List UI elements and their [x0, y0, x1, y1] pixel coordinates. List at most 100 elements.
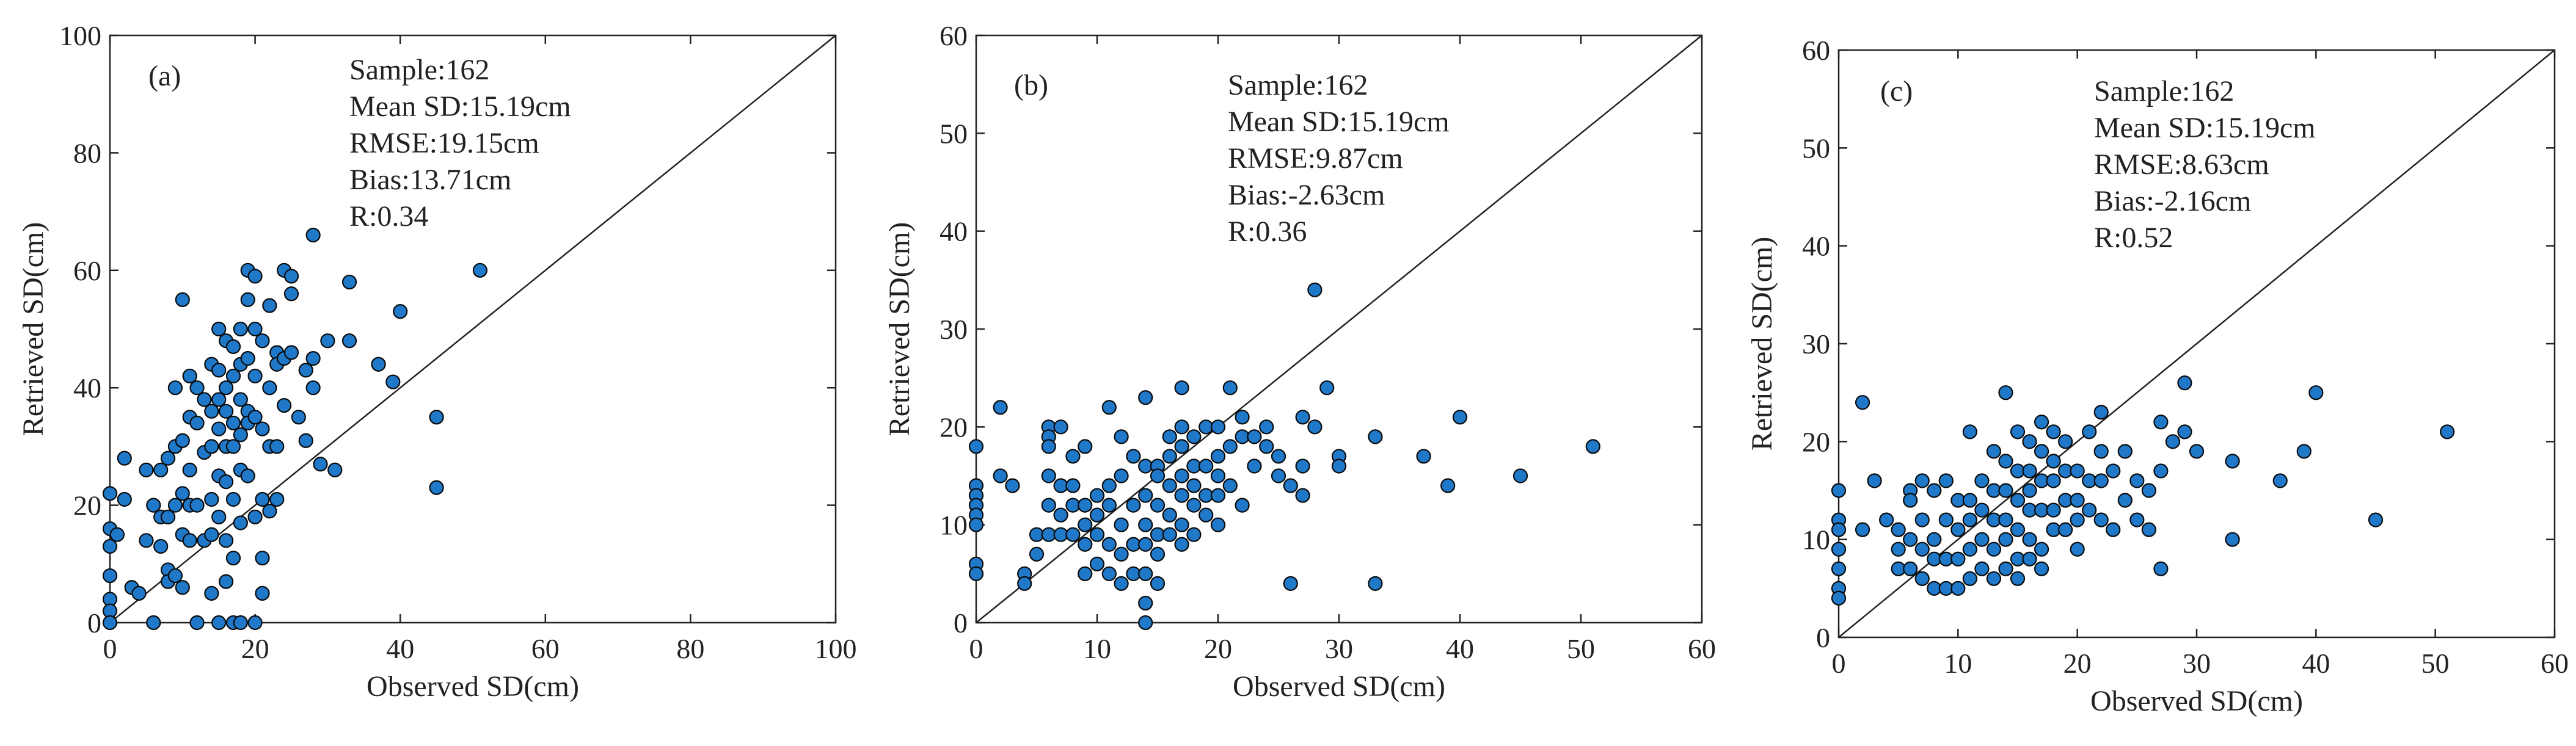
data-point	[139, 533, 154, 548]
data-point	[1138, 517, 1153, 532]
data-point	[269, 491, 285, 507]
stats-annotation-line: Mean SD:15.19cm	[2094, 112, 2316, 144]
data-point	[1998, 385, 2013, 400]
stats-annotation-line: Mean SD:15.19cm	[1228, 106, 1450, 138]
data-point	[233, 615, 248, 631]
data-point	[1150, 546, 1166, 562]
x-tick-label: 0	[103, 633, 117, 664]
data-point	[1927, 483, 1942, 498]
x-tick-label: 60	[2541, 648, 2569, 679]
data-point	[1199, 488, 1214, 503]
data-point	[204, 585, 219, 601]
data-point	[1891, 522, 1906, 537]
data-point	[175, 580, 190, 595]
data-point	[2058, 522, 2073, 537]
data-point	[1247, 429, 1262, 444]
data-point	[1235, 410, 1250, 425]
data-point	[1831, 483, 1847, 498]
data-point	[298, 363, 313, 378]
data-point	[2034, 541, 2049, 557]
data-point	[2117, 493, 2133, 508]
y-tick-label: 40	[940, 216, 968, 247]
data-point	[247, 509, 263, 524]
data-point	[218, 574, 234, 589]
data-point	[1831, 561, 1847, 576]
data-point	[1831, 590, 1847, 606]
data-point	[1295, 488, 1310, 503]
data-point	[1962, 424, 1977, 440]
y-axis-label: Retrieved SD(cm)	[1746, 237, 1778, 451]
data-point	[2010, 424, 2026, 440]
data-point	[1017, 576, 1032, 591]
y-tick-label: 20	[940, 411, 968, 443]
data-point	[968, 517, 984, 532]
data-point	[2368, 512, 2384, 527]
data-point	[1986, 541, 2002, 557]
data-point	[225, 551, 241, 566]
scatter-panel-b: 0 10 20 30 40 50 60 0 10 20 30 40 50 60 Observed SD(cm…	[883, 20, 1716, 703]
data-point	[204, 491, 219, 507]
data-point	[167, 568, 183, 584]
data-point	[429, 410, 444, 425]
data-point	[102, 615, 118, 631]
data-point	[1101, 566, 1117, 581]
data-point	[1101, 400, 1117, 415]
data-point	[1126, 498, 1141, 513]
data-point	[2010, 571, 2026, 586]
stats-annotation-line: R:0.34	[349, 200, 428, 233]
data-point	[1138, 488, 1153, 503]
data-point	[1186, 498, 1202, 513]
x-tick-label: 50	[1567, 633, 1595, 664]
plot-frame	[109, 34, 837, 624]
data-point	[1114, 576, 1129, 591]
data-point	[1962, 512, 1977, 527]
data-point	[1186, 478, 1202, 493]
data-point	[2272, 473, 2288, 488]
y-tick-label: 40	[73, 372, 101, 404]
data-point	[2022, 532, 2037, 547]
data-point	[1186, 527, 1202, 542]
data-point	[211, 321, 227, 337]
stats-annotation-line: Bias:-2.16cm	[2094, 185, 2251, 217]
x-tick-label: 20	[2063, 648, 2092, 679]
data-point	[1162, 449, 1177, 464]
data-point	[2141, 483, 2156, 498]
data-point	[1199, 507, 1214, 523]
data-point	[1950, 551, 1966, 567]
x-axis-label: Observed SD(cm)	[2090, 685, 2303, 717]
data-point	[2177, 375, 2192, 391]
data-point	[1029, 527, 1045, 542]
data-point	[2022, 463, 2037, 479]
data-point	[1440, 478, 1456, 493]
data-point	[1867, 473, 1882, 488]
data-point	[472, 263, 487, 278]
y-tick-label: 60	[940, 20, 968, 51]
data-point	[1138, 458, 1153, 474]
data-point	[189, 415, 205, 431]
panel-label: (b)	[1014, 69, 1048, 101]
data-point	[1089, 527, 1105, 542]
y-tick-label: 10	[1802, 524, 1830, 556]
data-point	[393, 304, 408, 319]
data-point	[262, 298, 277, 313]
data-point	[1831, 541, 1847, 557]
data-point	[189, 380, 205, 396]
data-point	[1174, 439, 1189, 454]
y-tick-label: 20	[1802, 426, 1830, 457]
data-point	[1416, 449, 1431, 464]
x-tick-label: 100	[815, 633, 857, 664]
data-point	[211, 421, 227, 436]
data-point	[1998, 512, 2013, 527]
data-point	[341, 333, 357, 349]
data-point	[204, 527, 219, 542]
data-point	[218, 474, 234, 490]
y-tick-label: 10	[940, 510, 968, 541]
data-point	[233, 392, 248, 407]
data-point	[131, 585, 147, 601]
data-point	[1065, 527, 1081, 542]
data-point	[1174, 517, 1189, 532]
data-point	[1162, 527, 1177, 542]
scatter-panel-a: 0 20 40 60 80 100 0 20 40 60 80 100 Observed SD(cm) R…	[17, 20, 857, 703]
x-tick-label: 0	[1832, 648, 1846, 679]
data-point	[1891, 541, 1906, 557]
